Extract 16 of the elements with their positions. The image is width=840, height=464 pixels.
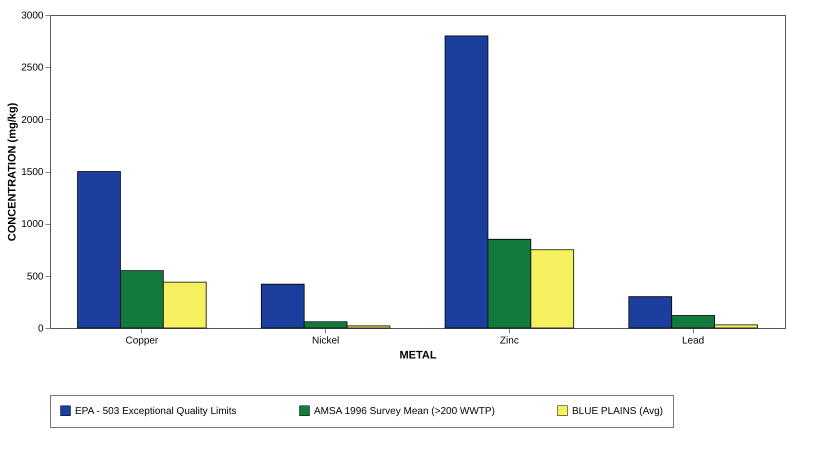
legend-label: AMSA 1996 Survey Mean (>200 WWTP) bbox=[314, 406, 495, 417]
y-tick-label: 500 bbox=[26, 271, 44, 282]
y-tick-label: 0 bbox=[38, 324, 44, 334]
y-tick-label: 3000 bbox=[21, 10, 44, 22]
legend-label: EPA - 503 Exceptional Quality Limits bbox=[75, 406, 237, 417]
y-tick-label: 2000 bbox=[21, 114, 44, 126]
x-tick-label: Lead bbox=[682, 336, 704, 346]
y-axis-title: CONCENTRATION (mg/kg) bbox=[6, 102, 18, 242]
legend-label: BLUE PLAINS (Avg) bbox=[572, 406, 663, 417]
y-tick-label: 1500 bbox=[21, 167, 44, 178]
x-tick-label: Nickel bbox=[312, 336, 340, 346]
x-tick-label: Copper bbox=[125, 336, 159, 346]
y-tick-label: 2500 bbox=[21, 62, 44, 74]
x-axis-title: METAL bbox=[399, 350, 437, 362]
x-tick-label: Zinc bbox=[500, 336, 519, 346]
y-tick-label: 1000 bbox=[21, 219, 44, 230]
